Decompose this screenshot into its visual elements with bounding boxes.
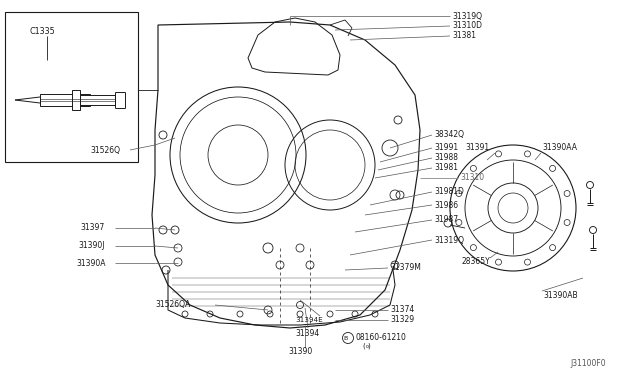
- Text: 31329: 31329: [390, 315, 414, 324]
- Text: 31381: 31381: [452, 32, 476, 41]
- Text: ( ): ( ): [363, 343, 371, 349]
- Text: 38342Q: 38342Q: [434, 131, 464, 140]
- Text: 31981D: 31981D: [434, 187, 464, 196]
- Text: 31390: 31390: [288, 347, 312, 356]
- Text: 28365Y: 28365Y: [462, 257, 491, 266]
- Text: 31390AB: 31390AB: [543, 291, 578, 299]
- Text: 31319Q: 31319Q: [452, 12, 482, 20]
- Text: J31100F0: J31100F0: [570, 359, 605, 368]
- Text: 31310D: 31310D: [452, 22, 482, 31]
- Text: C1335: C1335: [30, 28, 56, 36]
- Text: 31310: 31310: [460, 173, 484, 183]
- Text: 31394: 31394: [295, 328, 319, 337]
- Text: 31390J: 31390J: [78, 241, 104, 250]
- Text: 31981: 31981: [434, 164, 458, 173]
- Bar: [72, 90, 80, 110]
- Text: 31526Q: 31526Q: [90, 145, 120, 154]
- Text: 31394E: 31394E: [295, 317, 323, 323]
- Text: 31391: 31391: [465, 144, 489, 153]
- Text: 31987: 31987: [434, 215, 458, 224]
- Text: 31397: 31397: [80, 224, 104, 232]
- Text: 31390A: 31390A: [76, 259, 106, 267]
- Text: 31319Q: 31319Q: [434, 235, 464, 244]
- Text: B: B: [344, 336, 348, 340]
- Bar: [5, 12, 138, 162]
- Bar: [80, 95, 115, 105]
- Text: 31526QA: 31526QA: [155, 301, 190, 310]
- Text: o: o: [366, 343, 369, 349]
- Text: 31379M: 31379M: [390, 263, 421, 273]
- Text: 08160-61210: 08160-61210: [355, 334, 406, 343]
- Text: 31988: 31988: [434, 154, 458, 163]
- Bar: [40, 94, 90, 106]
- Text: 31991: 31991: [434, 144, 458, 153]
- Text: 31986: 31986: [434, 201, 458, 209]
- Text: 31390AA: 31390AA: [542, 144, 577, 153]
- Text: 31374: 31374: [390, 305, 414, 314]
